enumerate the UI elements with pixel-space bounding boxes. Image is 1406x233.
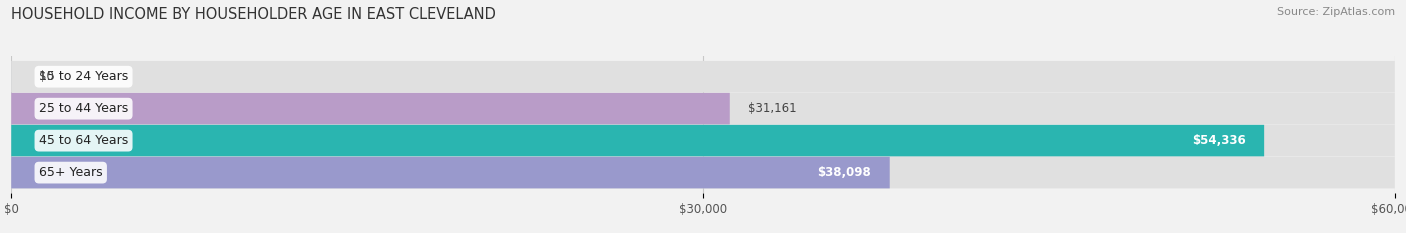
FancyBboxPatch shape	[11, 125, 1264, 156]
FancyBboxPatch shape	[11, 125, 1395, 156]
Text: 15 to 24 Years: 15 to 24 Years	[39, 70, 128, 83]
Text: $54,336: $54,336	[1192, 134, 1246, 147]
Text: HOUSEHOLD INCOME BY HOUSEHOLDER AGE IN EAST CLEVELAND: HOUSEHOLD INCOME BY HOUSEHOLDER AGE IN E…	[11, 7, 496, 22]
Text: $0: $0	[39, 70, 53, 83]
Text: $31,161: $31,161	[748, 102, 797, 115]
FancyBboxPatch shape	[11, 157, 890, 188]
FancyBboxPatch shape	[11, 93, 1395, 124]
Text: 65+ Years: 65+ Years	[39, 166, 103, 179]
FancyBboxPatch shape	[11, 61, 1395, 93]
Text: 25 to 44 Years: 25 to 44 Years	[39, 102, 128, 115]
FancyBboxPatch shape	[11, 157, 1395, 188]
Text: Source: ZipAtlas.com: Source: ZipAtlas.com	[1277, 7, 1395, 17]
FancyBboxPatch shape	[11, 93, 730, 124]
Text: $38,098: $38,098	[817, 166, 872, 179]
Text: 45 to 64 Years: 45 to 64 Years	[39, 134, 128, 147]
